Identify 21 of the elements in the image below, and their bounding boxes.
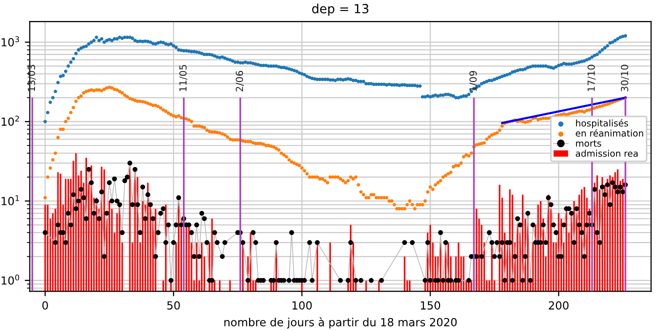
annotation: 17/10 <box>588 64 596 92</box>
chart-title: dep = 13 <box>312 4 368 16</box>
annotation: 11/05 <box>179 64 188 92</box>
y-tick-label: 10$^{2}$ <box>2 116 19 126</box>
x-tick-label: 200 <box>548 301 569 310</box>
y-tick-label: 10$^{0}$ <box>2 274 20 285</box>
x-tick-label: 0 <box>42 301 48 310</box>
annotation: 2/06 <box>236 70 244 92</box>
y-tick-label: 10$^{3}$ <box>2 36 20 46</box>
legend-label: hospitalisés <box>576 119 628 128</box>
annotation: 1/09 <box>469 70 478 92</box>
annotation: 13/03 <box>28 64 36 92</box>
legend-label: en réanimation <box>576 129 644 137</box>
x-tick-label: 50 <box>167 301 180 310</box>
x-axis-title: nombre de jours à partir du 18 mars 2020 <box>224 317 457 329</box>
legend-label: morts <box>576 140 602 147</box>
y-tick-label: 10$^{1}$ <box>2 195 19 206</box>
legend-label: admission rea <box>576 150 638 157</box>
annotation: 30/10 <box>620 64 629 92</box>
x-tick-label: 150 <box>420 301 440 310</box>
x-tick-label: 100 <box>292 301 312 310</box>
